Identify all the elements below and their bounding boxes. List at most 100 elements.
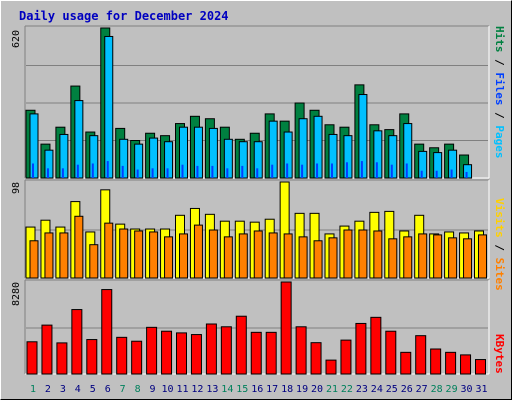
kbytes-bar-day-16: [250, 331, 262, 375]
pages-bar-day-28: [435, 170, 438, 178]
day-tick-label: 2: [45, 384, 51, 395]
day-tick-label: 15: [236, 384, 248, 395]
sites-bar-day-14: [223, 236, 233, 279]
kbytes-bar-day-13: [205, 323, 217, 375]
day-tick-label: 21: [326, 384, 338, 395]
legend-kbytes: KBytes: [493, 334, 506, 374]
day-tick-label: 1: [30, 384, 36, 395]
sites-bar-day-11: [179, 233, 188, 279]
day-tick-label: 30: [461, 384, 473, 395]
sites-bar-day-16: [253, 230, 263, 279]
sites-bar-day-5: [89, 244, 99, 279]
kbytes-bar-day-24: [370, 316, 382, 375]
pages-bar-day-23: [360, 161, 363, 178]
kbytes-bar-day-14: [220, 326, 232, 375]
day-tick-label: 23: [356, 384, 368, 395]
sites-bar-day-19: [298, 236, 308, 279]
pages-bar-day-15: [241, 165, 244, 178]
pages-bar-day-9: [151, 168, 154, 178]
sites-bar-day-22: [343, 229, 353, 279]
kbytes-bar-day-15: [235, 315, 247, 375]
sites-bar-day-17: [268, 232, 278, 279]
day-tick-label: 28: [431, 384, 443, 395]
pages-bar-day-12: [196, 165, 199, 178]
day-tick-label: 25: [386, 384, 398, 395]
sites-bar-day-23: [358, 229, 368, 279]
kbytes-bar-day-25: [385, 330, 397, 375]
kbytes-bar-day-23: [355, 322, 367, 375]
pages-bar-day-18: [286, 163, 289, 178]
kbytes-bar-day-29: [445, 351, 457, 375]
pages-bar-day-24: [375, 162, 378, 178]
sites-bar-day-21: [328, 237, 338, 279]
pages-bar-day-19: [301, 164, 304, 178]
bot-axis-max-label: 8280: [11, 281, 22, 306]
day-tick-label: 19: [296, 384, 308, 395]
pages-bar-day-29: [450, 169, 453, 178]
sites-bar-day-10: [164, 236, 174, 279]
sites-bar-day-6: [104, 222, 114, 279]
sites-bar-day-2: [44, 232, 54, 279]
pages-bar-day-14: [226, 168, 229, 178]
pages-bar-day-20: [316, 163, 319, 178]
day-tick-label: 24: [371, 384, 383, 395]
legend-visits: Visits: [493, 198, 506, 238]
day-tick-label: 7: [120, 384, 126, 395]
sites-bar-day-3: [59, 232, 69, 279]
pages-bar-day-16: [256, 168, 259, 178]
kbytes-bar-day-17: [265, 331, 277, 375]
sites-bar-day-15: [238, 233, 248, 279]
day-tick-label: 17: [266, 384, 278, 395]
kbytes-bar-day-2: [41, 324, 53, 375]
chart-title: Daily usage for December 2024: [19, 9, 229, 23]
kbytes-bar-day-18: [280, 281, 292, 375]
sites-bar-day-29: [448, 237, 458, 279]
legend-mid: Visits / Sites: [493, 198, 506, 291]
day-tick-label: 14: [221, 384, 233, 395]
pages-bar-day-3: [61, 168, 64, 178]
kbytes-bar-day-8: [131, 340, 143, 375]
mid-axis-max-label: 98: [11, 181, 22, 194]
day-tick-label: 20: [311, 384, 323, 395]
kbytes-bar-day-28: [430, 348, 442, 375]
day-tick-label: 22: [341, 384, 353, 395]
sites-bar-day-28: [433, 234, 443, 279]
day-tick-label: 6: [105, 384, 111, 395]
sites-bar-day-20: [313, 240, 323, 279]
pages-bar-day-26: [405, 163, 408, 178]
kbytes-bar-day-4: [71, 309, 83, 375]
pages-bar-day-21: [331, 163, 333, 178]
day-tick-label: 29: [446, 384, 458, 395]
sites-bar-day-25: [388, 238, 398, 279]
pages-bar-day-7: [121, 165, 124, 178]
legend-sep: /: [493, 105, 506, 126]
pages-bar-day-8: [136, 169, 139, 178]
pages-bar-day-10: [166, 168, 169, 178]
sites-bar-day-7: [119, 228, 129, 279]
legend-sites: Sites: [493, 257, 506, 291]
kbytes-bar-day-31: [475, 359, 486, 375]
sites-bar-day-26: [403, 236, 413, 279]
day-tick-label: 8: [135, 384, 141, 395]
sites-bar-day-8: [134, 230, 144, 279]
kbytes-bar-day-27: [415, 335, 427, 375]
day-tick-label: 10: [162, 384, 174, 395]
kbytes-bar-day-3: [56, 342, 68, 375]
legend-hits: Hits: [493, 26, 506, 53]
kbytes-bar-day-19: [295, 326, 307, 375]
pages-bar-day-13: [211, 165, 214, 178]
day-tick-label: 5: [90, 384, 96, 395]
sites-bar-day-24: [373, 230, 383, 279]
kbytes-bar-day-5: [86, 339, 98, 375]
day-tick-label: 4: [75, 384, 81, 395]
kbytes-bar-day-12: [190, 334, 202, 375]
pages-bar-day-27: [420, 170, 423, 178]
legend-sep: /: [493, 237, 506, 258]
kbytes-bar-day-7: [116, 336, 128, 375]
kbytes-bar-day-21: [325, 359, 337, 375]
legend-pages: Pages: [493, 125, 506, 159]
day-tick-label: 26: [401, 384, 413, 395]
day-tick-label: 12: [191, 384, 203, 395]
kbytes-bar-day-9: [146, 326, 158, 375]
